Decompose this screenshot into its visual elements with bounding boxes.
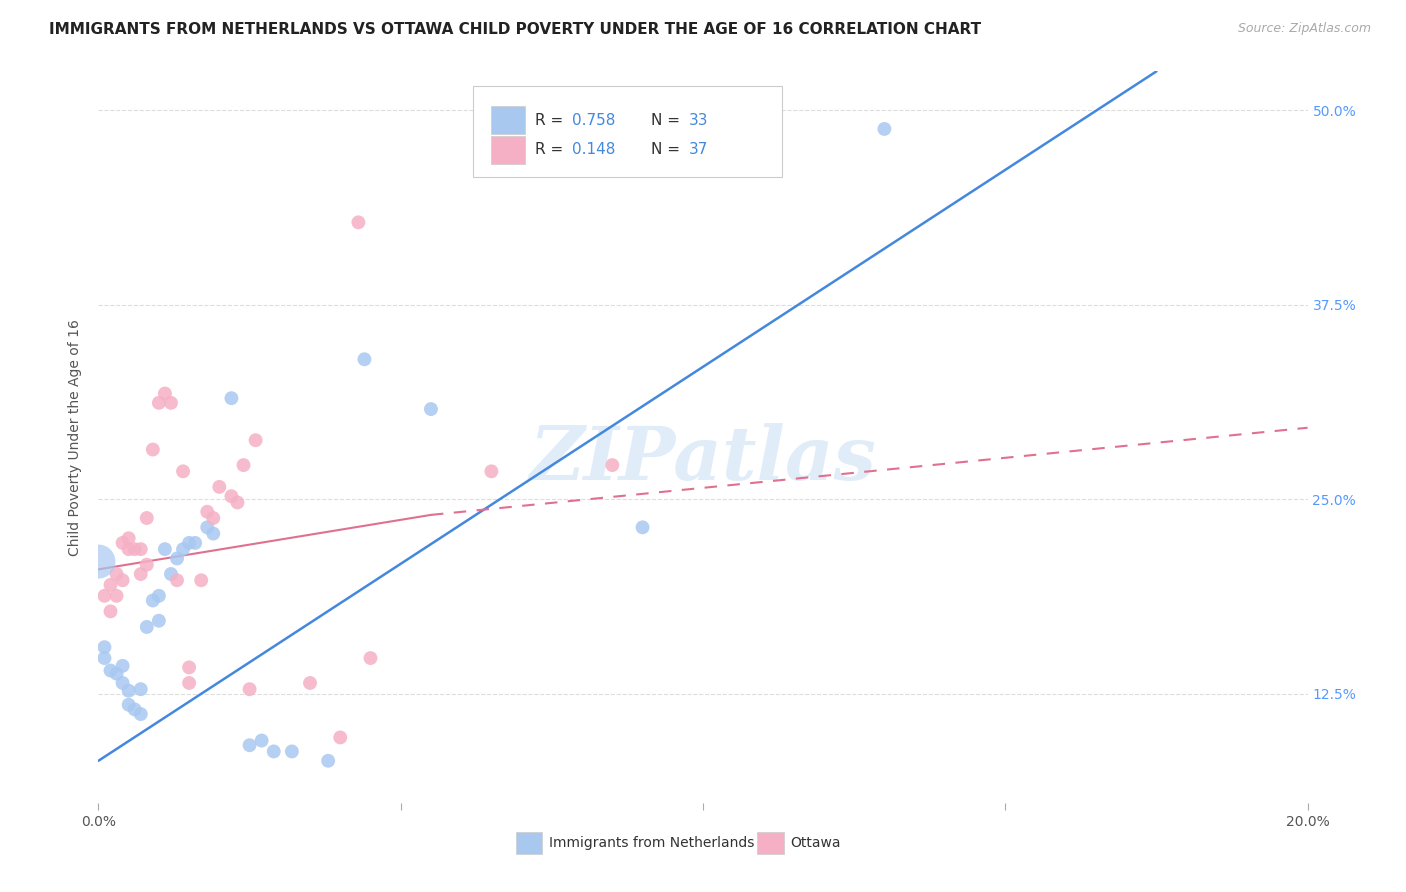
Bar [516, 832, 543, 854]
Point [190, 574, 212, 588]
Text: 0.758: 0.758 [572, 113, 616, 128]
Point [93, 589, 115, 603]
Point [105, 589, 128, 603]
Text: R =: R = [534, 142, 568, 157]
Point [239, 682, 262, 697]
Point [148, 396, 170, 410]
Point [135, 511, 157, 525]
Text: ZIPatlas: ZIPatlas [530, 423, 876, 495]
Point [195, 520, 218, 534]
Point [118, 683, 141, 698]
Point [179, 660, 201, 674]
Point [153, 542, 176, 557]
Point [172, 542, 194, 557]
Point [129, 682, 152, 697]
Point [135, 620, 157, 634]
Point [263, 744, 285, 758]
FancyBboxPatch shape [474, 86, 782, 178]
Point [221, 391, 243, 405]
Point [118, 542, 141, 557]
Point [873, 122, 896, 136]
Point [142, 593, 165, 607]
Point [360, 651, 382, 665]
Point [129, 542, 152, 557]
Point [184, 536, 207, 550]
Text: 37: 37 [689, 142, 707, 157]
Point [153, 386, 176, 401]
Point [631, 520, 654, 534]
Point [93, 651, 115, 665]
Text: R =: R = [534, 113, 568, 128]
Point [124, 542, 146, 557]
Y-axis label: Child Poverty Under the Age of 16: Child Poverty Under the Age of 16 [69, 318, 83, 556]
Point [129, 707, 152, 722]
Point [166, 574, 188, 588]
Point [148, 589, 170, 603]
Point [232, 458, 254, 472]
Bar [758, 832, 785, 854]
Point [481, 464, 503, 478]
Point [160, 567, 183, 582]
Point [100, 578, 122, 592]
Point [111, 574, 134, 588]
Point [105, 666, 128, 681]
Point [129, 567, 152, 582]
Point [111, 658, 134, 673]
Point [135, 558, 157, 572]
Point [160, 396, 183, 410]
Point [100, 664, 122, 678]
Point [221, 489, 243, 503]
Point [148, 614, 170, 628]
Point [353, 352, 375, 367]
Point [208, 480, 231, 494]
Point [245, 433, 267, 447]
Text: N =: N = [651, 113, 685, 128]
Point [93, 640, 115, 655]
Point [202, 511, 225, 525]
Point [111, 676, 134, 690]
Point [118, 698, 141, 712]
Point [226, 495, 249, 509]
Point [100, 604, 122, 618]
Point [202, 526, 225, 541]
Point [281, 744, 304, 758]
Point [179, 536, 201, 550]
Bar [492, 136, 526, 163]
Point [347, 215, 370, 229]
Text: 0.148: 0.148 [572, 142, 616, 157]
Text: Immigrants from Netherlands: Immigrants from Netherlands [550, 836, 755, 850]
Point [124, 702, 146, 716]
Text: Source: ZipAtlas.com: Source: ZipAtlas.com [1237, 22, 1371, 36]
Point [299, 676, 322, 690]
Text: N =: N = [651, 142, 685, 157]
Point [87, 555, 110, 569]
Text: Ottawa: Ottawa [790, 836, 841, 850]
Point [142, 442, 165, 457]
Point [195, 505, 218, 519]
Point [118, 531, 141, 545]
Point [316, 754, 339, 768]
Point [602, 458, 624, 472]
Point [250, 733, 273, 747]
Point [166, 551, 188, 566]
Point [329, 731, 352, 745]
Bar [492, 106, 526, 135]
Point [420, 402, 443, 417]
Text: 33: 33 [689, 113, 709, 128]
Point [172, 464, 194, 478]
Point [179, 676, 201, 690]
Point [239, 738, 262, 752]
Point [105, 567, 128, 582]
Text: IMMIGRANTS FROM NETHERLANDS VS OTTAWA CHILD POVERTY UNDER THE AGE OF 16 CORRELAT: IMMIGRANTS FROM NETHERLANDS VS OTTAWA CH… [49, 22, 981, 37]
Point [111, 536, 134, 550]
